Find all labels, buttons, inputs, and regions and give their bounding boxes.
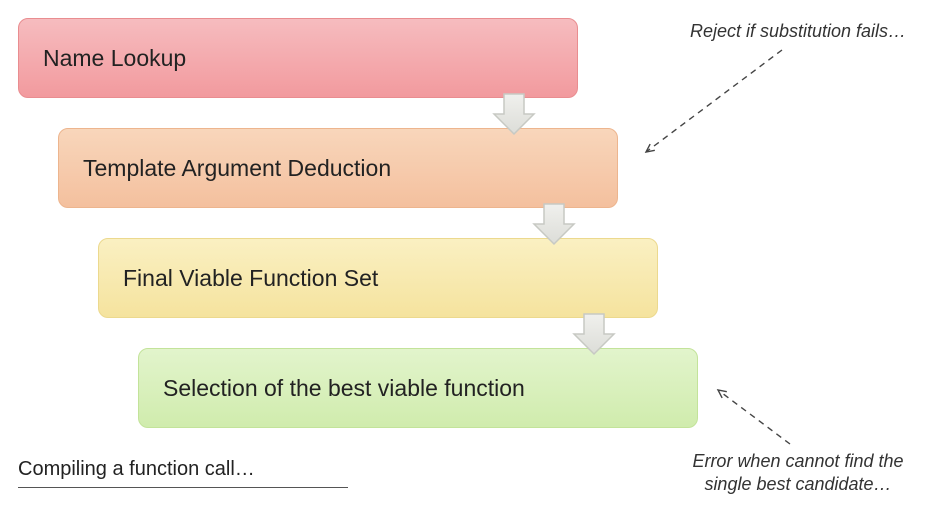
caption-text: Compiling a function call…: [18, 458, 255, 480]
step-1-label: Name Lookup: [43, 45, 186, 72]
step-3-label: Final Viable Function Set: [123, 265, 378, 292]
note-error-candidate: Error when cannot find thesingle best ca…: [668, 450, 928, 497]
note-reject-text: Reject if substitution fails…: [690, 21, 906, 41]
arrow-1-to-2: [490, 90, 538, 143]
step-2-label: Template Argument Deduction: [83, 155, 391, 182]
step-1-name-lookup: Name Lookup: [18, 18, 578, 98]
note-reject-substitution: Reject if substitution fails…: [668, 20, 928, 43]
arrow-2-to-3: [530, 200, 578, 253]
caption-compiling-function-call: Compiling a function call…: [18, 458, 348, 488]
step-4-label: Selection of the best viable function: [163, 375, 525, 402]
note-error-text: Error when cannot find thesingle best ca…: [692, 451, 903, 494]
arrow-3-to-4: [570, 310, 618, 363]
